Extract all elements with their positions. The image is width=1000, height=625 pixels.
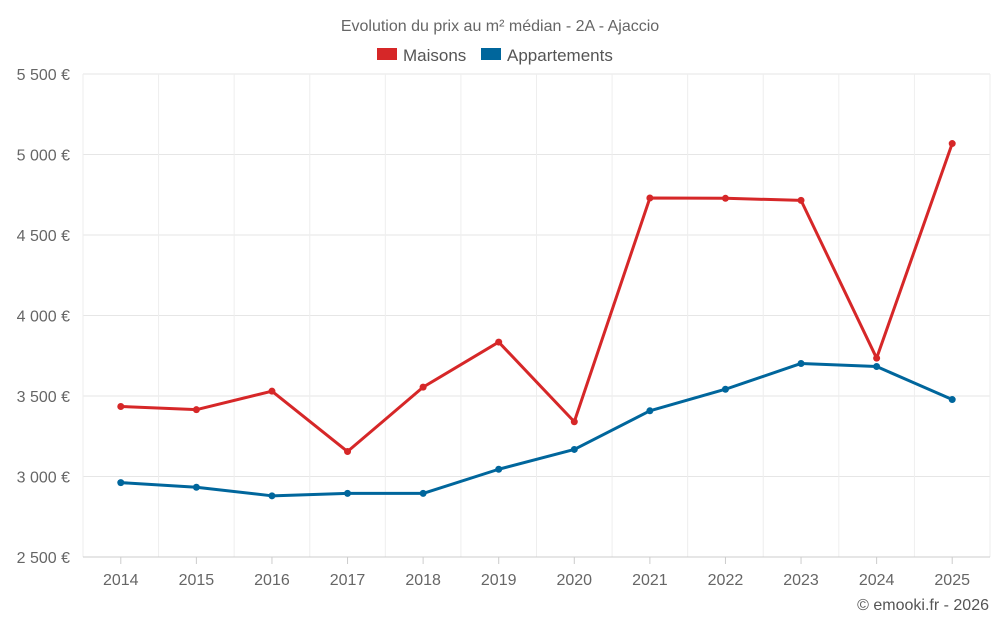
data-point-maisons-2024[interactable] xyxy=(873,354,881,362)
data-point-appartements-2022[interactable] xyxy=(721,385,729,393)
x-tick-label: 2020 xyxy=(556,572,592,589)
y-tick-label: 3 500 € xyxy=(17,389,70,406)
data-point-maisons-2020[interactable] xyxy=(570,418,578,426)
x-tick-label: 2025 xyxy=(934,572,970,589)
series-line-appartements xyxy=(119,361,954,498)
series-line-maisons xyxy=(119,142,954,454)
y-tick-label: 4 500 € xyxy=(17,228,70,245)
x-tick-label: 2018 xyxy=(405,572,441,589)
x-tick-label: 2019 xyxy=(481,572,517,589)
series-maisons xyxy=(117,140,956,456)
data-point-maisons-2025[interactable] xyxy=(948,140,956,148)
data-point-appartements-2024[interactable] xyxy=(873,363,881,371)
x-tick-label: 2022 xyxy=(708,572,744,589)
data-point-maisons-2021[interactable] xyxy=(646,194,654,202)
grid xyxy=(82,73,991,558)
y-tick-label: 5 000 € xyxy=(17,148,70,165)
data-point-maisons-2023[interactable] xyxy=(797,196,805,204)
y-tick-label: 4 000 € xyxy=(17,309,70,326)
data-point-maisons-2019[interactable] xyxy=(495,338,503,346)
legend: Maisons Appartements xyxy=(377,46,613,65)
y-tick-label: 3 000 € xyxy=(17,470,70,487)
legend-item-appartements[interactable]: Appartements xyxy=(481,46,613,65)
data-point-maisons-2018[interactable] xyxy=(419,383,427,391)
data-point-maisons-2022[interactable] xyxy=(721,194,729,202)
x-tick-label: 2021 xyxy=(632,572,668,589)
y-tick-label: 5 500 € xyxy=(17,67,70,84)
legend-label-appartements: Appartements xyxy=(507,46,613,65)
data-point-maisons-2017[interactable] xyxy=(344,448,352,456)
x-tick-label: 2017 xyxy=(330,572,366,589)
series-appartements xyxy=(117,359,956,500)
legend-swatch-maisons xyxy=(377,48,397,60)
data-point-maisons-2016[interactable] xyxy=(268,387,276,395)
data-point-appartements-2015[interactable] xyxy=(192,483,200,491)
data-point-appartements-2014[interactable] xyxy=(117,479,125,487)
x-tick-label: 2016 xyxy=(254,572,290,589)
chart-title: Evolution du prix au m² médian - 2A - Aj… xyxy=(341,18,659,35)
data-point-appartements-2020[interactable] xyxy=(570,445,578,453)
legend-item-maisons[interactable]: Maisons xyxy=(377,46,466,65)
data-point-appartements-2023[interactable] xyxy=(797,359,805,367)
y-tick-label: 2 500 € xyxy=(17,550,70,567)
data-point-appartements-2025[interactable] xyxy=(948,396,956,404)
legend-swatch-appartements xyxy=(481,48,501,60)
x-tick-label: 2015 xyxy=(179,572,215,589)
x-tick-label: 2024 xyxy=(859,572,895,589)
x-tick-label: 2014 xyxy=(103,572,139,589)
data-point-maisons-2015[interactable] xyxy=(192,406,200,414)
series xyxy=(117,140,956,500)
data-point-appartements-2019[interactable] xyxy=(495,465,503,473)
data-point-appartements-2021[interactable] xyxy=(646,407,654,415)
data-point-appartements-2017[interactable] xyxy=(344,489,352,497)
legend-label-maisons: Maisons xyxy=(403,46,466,65)
axes: 5 500 € 5 000 € 4 500 € 4 000 € 3 500 € 3 000… xyxy=(17,67,990,589)
data-point-appartements-2018[interactable] xyxy=(419,489,427,497)
x-tick-label: 2023 xyxy=(783,572,819,589)
credit-text: © emooki.fr - 2026 xyxy=(857,597,989,614)
data-point-maisons-2014[interactable] xyxy=(117,402,125,410)
data-point-appartements-2016[interactable] xyxy=(268,492,276,500)
